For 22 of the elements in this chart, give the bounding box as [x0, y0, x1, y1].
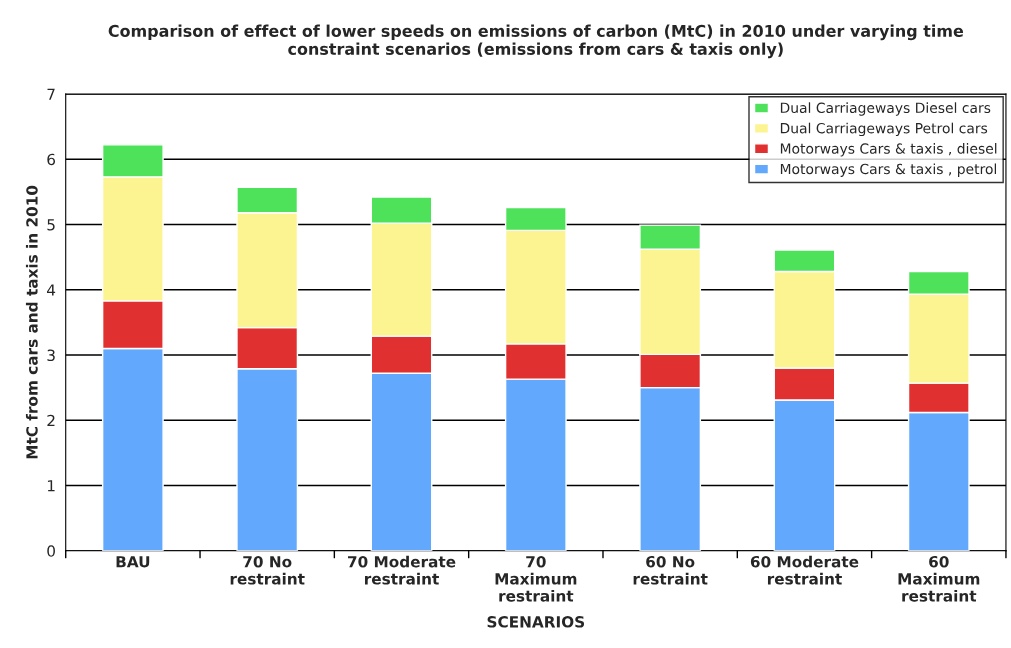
y-axis-title: MtC from cars and taxis in 2010: [25, 185, 38, 459]
x-tick-label: 70 Moderate restraint: [347, 555, 456, 585]
y-tick-label: 7: [47, 88, 55, 100]
x-tick-label: BAU: [116, 556, 150, 568]
chart-title: Comparison of effect of lower speeds on emissions of carbon (MtC) in 2010 under varying time constraint scenarios (emissions from cars & taxis only): [108, 24, 964, 59]
x-tick-label: 70 Maximum restraint: [495, 555, 577, 602]
y-tick-label: 5: [47, 219, 55, 231]
x-tick-label: 60 Moderate restraint: [750, 555, 859, 585]
legend-label: Motorways Cars & taxis , diesel: [780, 143, 997, 157]
y-tick-label: 4: [47, 284, 56, 296]
legend-label: Dual Carriageways Diesel cars: [780, 102, 991, 116]
x-tick-label: 60 Maximum restraint: [898, 555, 980, 602]
y-tick-label: 1: [47, 480, 55, 492]
legend-label: Dual Carriageways Petrol cars: [780, 122, 988, 137]
x-axis-title: SCENARIOS: [487, 616, 585, 628]
x-tick-label: 70 No restraint: [230, 555, 305, 585]
y-tick-label: 3: [47, 349, 55, 362]
y-tick-label: 2: [47, 414, 55, 427]
y-tick-label: 6: [47, 153, 56, 166]
x-tick-label: 60 No restraint: [633, 555, 708, 585]
y-tick-label: 0: [47, 545, 55, 557]
legend-label: Motorways Cars & taxis , petrol: [780, 163, 997, 177]
